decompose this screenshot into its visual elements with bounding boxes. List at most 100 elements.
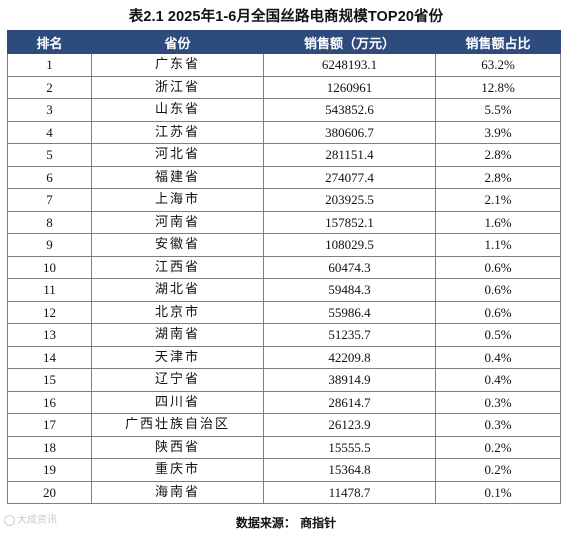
cell-province: 天津市 [91, 345, 264, 369]
cell-rank: 8 [7, 210, 92, 234]
cell-rank: 9 [7, 233, 92, 257]
header-rank: 排名 [7, 30, 92, 54]
cell-sales: 6248193.1 [263, 53, 436, 77]
cell-sales: 28614.7 [263, 390, 436, 414]
cell-rank: 15 [7, 368, 92, 392]
data-source: 数据来源： 商指针 [235, 516, 337, 530]
header-province: 省份 [91, 30, 264, 54]
cell-share: 2.8% [435, 165, 561, 189]
cell-share: 5.5% [435, 98, 561, 122]
cell-province: 河南省 [91, 210, 264, 234]
cell-share: 0.4% [435, 345, 561, 369]
cell-share: 0.6% [435, 300, 561, 324]
cell-rank: 11 [7, 278, 92, 302]
cell-sales: 543852.6 [263, 98, 436, 122]
cell-sales: 42209.8 [263, 345, 436, 369]
cell-share: 63.2% [435, 53, 561, 77]
table-row: 3 山东省 543852.6 5.5% [7, 98, 561, 122]
header-sales: 销售额（万元） [263, 30, 436, 54]
cell-sales: 281151.4 [263, 143, 436, 167]
table-row: 1 广东省 6248193.1 63.2% [7, 53, 561, 77]
cell-rank: 17 [7, 413, 92, 437]
cell-rank: 18 [7, 435, 92, 459]
table-row: 6 福建省 274077.4 2.8% [7, 165, 561, 189]
cell-province: 福建省 [91, 165, 264, 189]
table-row: 14 天津市 42209.8 0.4% [7, 345, 561, 369]
cell-province: 上海市 [91, 188, 264, 212]
cell-province: 河北省 [91, 143, 264, 167]
watermark-text: 大成资讯 [17, 515, 57, 526]
cell-province: 重庆市 [91, 458, 264, 482]
cell-sales: 15555.5 [263, 435, 436, 459]
table-row: 13 湖南省 51235.7 0.5% [7, 323, 561, 347]
cell-province: 广东省 [91, 53, 264, 77]
cell-rank: 20 [7, 480, 92, 504]
cell-province: 江西省 [91, 255, 264, 279]
cell-share: 0.3% [435, 390, 561, 414]
cell-rank: 1 [7, 53, 92, 77]
table-row: 19 重庆市 15364.8 0.2% [7, 458, 561, 482]
cell-province: 浙江省 [91, 75, 264, 99]
cell-rank: 6 [7, 165, 92, 189]
table-row: 11 湖北省 59484.3 0.6% [7, 278, 561, 302]
watermark: 大成资讯 [4, 512, 57, 530]
cell-rank: 10 [7, 255, 92, 279]
cell-share: 0.2% [435, 435, 561, 459]
table-row: 10 江西省 60474.3 0.6% [7, 255, 561, 279]
cell-province: 江苏省 [91, 120, 264, 144]
cell-province: 四川省 [91, 390, 264, 414]
cell-share: 0.6% [435, 278, 561, 302]
cell-sales: 203925.5 [263, 188, 436, 212]
cell-sales: 38914.9 [263, 368, 436, 392]
table-row: 2 浙江省 1260961 12.8% [7, 75, 561, 99]
cell-province: 湖北省 [91, 278, 264, 302]
table-row: 5 河北省 281151.4 2.8% [7, 143, 561, 167]
table-body: 1 广东省 6248193.1 63.2% 2 浙江省 1260961 12.8% 3 山东省 54… [7, 53, 561, 504]
cell-province: 安徽省 [91, 233, 264, 257]
cell-province: 海南省 [91, 480, 264, 504]
cell-rank: 13 [7, 323, 92, 347]
table-row: 8 河南省 157852.1 1.6% [7, 210, 561, 234]
table-row: 4 江苏省 380606.7 3.9% [7, 120, 561, 144]
cell-share: 0.2% [435, 458, 561, 482]
cell-rank: 12 [7, 300, 92, 324]
cell-rank: 3 [7, 98, 92, 122]
cell-sales: 15364.8 [263, 458, 436, 482]
watermark-logo-icon [4, 514, 15, 526]
table-row: 18 陕西省 15555.5 0.2% [7, 435, 561, 459]
table-row: 9 安徽省 108029.5 1.1% [7, 233, 561, 257]
cell-share: 3.9% [435, 120, 561, 144]
cell-rank: 19 [7, 458, 92, 482]
cell-share: 0.1% [435, 480, 561, 504]
cell-sales: 55986.4 [263, 300, 436, 324]
cell-sales: 108029.5 [263, 233, 436, 257]
cell-rank: 4 [7, 120, 92, 144]
cell-rank: 14 [7, 345, 92, 369]
cell-sales: 51235.7 [263, 323, 436, 347]
table-row: 17 广西壮族自治区 26123.9 0.3% [7, 413, 561, 437]
cell-sales: 274077.4 [263, 165, 436, 189]
table-row: 12 北京市 55986.4 0.6% [7, 300, 561, 324]
cell-share: 0.6% [435, 255, 561, 279]
table-header: 排名 省份 销售额（万元） 销售额占比 [7, 30, 561, 54]
cell-province: 陕西省 [91, 435, 264, 459]
cell-rank: 16 [7, 390, 92, 414]
cell-province: 广西壮族自治区 [91, 413, 264, 437]
cell-share: 0.4% [435, 368, 561, 392]
cell-share: 2.8% [435, 143, 561, 167]
cell-province: 湖南省 [91, 323, 264, 347]
cell-rank: 5 [7, 143, 92, 167]
table-title: 表2.1 2025年1-6月全国丝路电商规模TOP20省份 [128, 9, 444, 25]
cell-sales: 60474.3 [263, 255, 436, 279]
header-share: 销售额占比 [435, 30, 561, 54]
cell-province: 北京市 [91, 300, 264, 324]
cell-sales: 11478.7 [263, 480, 436, 504]
cell-province: 辽宁省 [91, 368, 264, 392]
header-row: 排名 省份 销售额（万元） 销售额占比 [7, 30, 561, 54]
cell-rank: 7 [7, 188, 92, 212]
cell-sales: 59484.3 [263, 278, 436, 302]
cell-share: 2.1% [435, 188, 561, 212]
province-sales-table: 排名 省份 销售额（万元） 销售额占比 1 广东省 6248193.1 63.2% 2 浙… [7, 30, 561, 504]
cell-share: 1.1% [435, 233, 561, 257]
cell-sales: 157852.1 [263, 210, 436, 234]
